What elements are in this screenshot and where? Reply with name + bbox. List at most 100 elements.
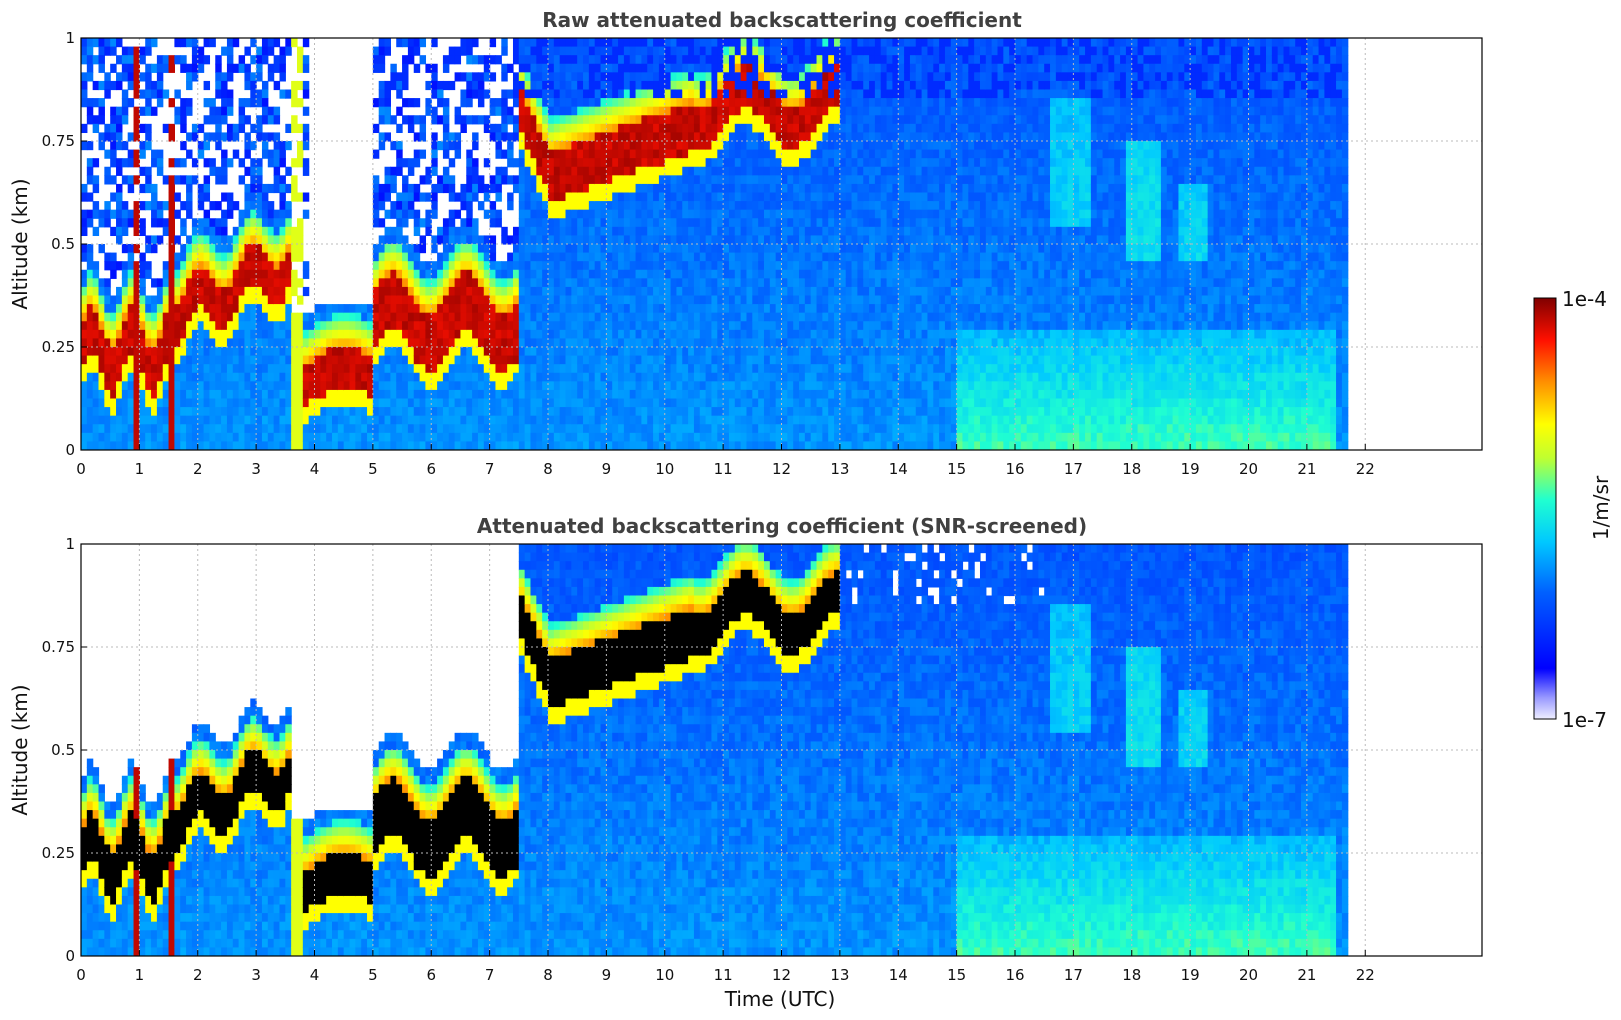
heatmap-cell (477, 98, 485, 108)
heatmap-cell (250, 252, 257, 262)
heatmap-cell (758, 389, 765, 400)
heatmap-cell (588, 364, 596, 374)
heatmap-cell (221, 321, 228, 331)
heatmap-cell (337, 441, 345, 450)
heatmap-cell (279, 407, 286, 417)
heatmap-cell (594, 347, 602, 357)
heatmap-cell (256, 372, 263, 382)
heatmap-cell (460, 321, 467, 331)
heatmap-cell (699, 381, 707, 391)
heatmap-cell (693, 209, 701, 219)
heatmap-cell (127, 389, 135, 400)
heatmap-cell (261, 381, 269, 391)
heatmap-cell (688, 38, 695, 48)
heatmap-cell (378, 98, 386, 108)
heatmap-cell (740, 46, 748, 56)
heatmap-cell (81, 398, 88, 408)
heatmap-cell (775, 304, 783, 314)
heatmap-cell (583, 432, 590, 443)
heatmap-cell (133, 304, 140, 314)
heatmap-cell (215, 407, 222, 417)
heatmap-cell (548, 123, 555, 134)
heatmap-cell (728, 149, 736, 159)
heatmap-cell (460, 218, 467, 228)
heatmap-cell (577, 372, 584, 382)
heatmap-cell (215, 441, 222, 450)
heatmap-cell (267, 201, 275, 211)
heatmap-cell (244, 149, 251, 159)
heatmap-cell (302, 141, 310, 151)
heatmap-cell (116, 338, 123, 348)
heatmap-cell (740, 295, 748, 305)
heatmap-cell (302, 63, 310, 73)
heatmap-cell (664, 329, 672, 340)
heatmap-cell (156, 372, 164, 382)
heatmap-cell (752, 80, 759, 91)
heatmap-cell (186, 261, 193, 271)
heatmap-cell (337, 355, 345, 365)
heatmap-cell (588, 372, 596, 382)
heatmap-cell (524, 329, 532, 340)
heatmap-cell (86, 192, 94, 202)
heatmap-cell (676, 278, 683, 288)
heatmap-cell (209, 364, 216, 374)
heatmap-cell (559, 432, 567, 443)
heatmap-cell (740, 98, 748, 108)
heatmap-cell (711, 158, 718, 168)
heatmap-cell (244, 415, 251, 425)
heatmap-cell (308, 364, 316, 374)
heatmap-cell (647, 389, 654, 400)
heatmap-cell (215, 347, 222, 357)
heatmap-cell (693, 372, 701, 382)
heatmap-cell (442, 364, 450, 374)
heatmap-cell (454, 372, 462, 382)
heatmap-cell (688, 304, 695, 314)
heatmap-cell (92, 38, 100, 48)
heatmap-cell (448, 269, 456, 279)
heatmap-cell (571, 226, 578, 237)
heatmap-cell (507, 261, 514, 271)
heatmap-cell (670, 132, 678, 142)
heatmap-cell (740, 261, 748, 271)
heatmap-cell (448, 381, 456, 391)
heatmap-cell (226, 441, 234, 450)
heatmap-cell (559, 89, 567, 99)
heatmap-cell (483, 295, 491, 305)
heatmap-cell (472, 244, 479, 254)
heatmap-cell (688, 441, 695, 450)
heatmap-cell (232, 63, 240, 73)
heatmap-cell (209, 38, 216, 48)
heatmap-cell (250, 304, 257, 314)
heatmap-cell (781, 347, 788, 357)
heatmap-cell (583, 226, 590, 237)
heatmap-cell (285, 415, 292, 425)
heatmap-cell (273, 166, 281, 176)
heatmap-cell (116, 55, 123, 65)
heatmap-cell (501, 381, 508, 391)
heatmap-cell (477, 80, 485, 91)
heatmap-cell (127, 72, 135, 82)
heatmap-cell (676, 158, 683, 168)
heatmap-cell (518, 244, 526, 254)
heatmap-cell (226, 38, 234, 48)
heatmap-cell (530, 235, 537, 245)
heatmap-cell (728, 381, 736, 391)
heatmap-cell (355, 441, 362, 450)
heatmap-cell (495, 295, 502, 305)
heatmap-cell (390, 201, 397, 211)
heatmap-cell (606, 63, 613, 73)
heatmap-cell (559, 252, 567, 262)
heatmap-cell (337, 372, 345, 382)
heatmap-cell (116, 132, 123, 142)
heatmap-cell (145, 415, 152, 425)
heatmap-cell (472, 355, 479, 365)
heatmap-cell (407, 441, 415, 450)
heatmap-cell (442, 441, 450, 450)
heatmap-cell (256, 398, 263, 408)
heatmap-cell (600, 80, 607, 91)
heatmap-cell (226, 432, 234, 443)
heatmap-cell (693, 261, 701, 271)
heatmap-cell (641, 312, 648, 322)
heatmap-cell (763, 269, 771, 279)
heatmap-cell (512, 38, 520, 48)
